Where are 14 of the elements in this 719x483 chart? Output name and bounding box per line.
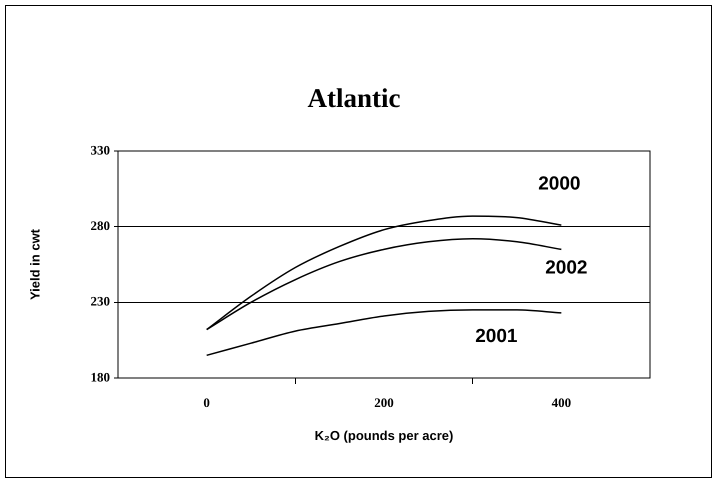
series-label: 2002	[545, 258, 588, 279]
series-label: 2001	[475, 326, 518, 348]
x-tick-label: 400	[552, 395, 572, 410]
x-tick-label: 200	[374, 395, 394, 410]
y-tick-label: 230	[90, 294, 110, 309]
chart-title: Atlantic	[308, 82, 401, 113]
y-axis-title: Yield in cwt	[27, 228, 42, 300]
line-series	[206, 309, 562, 356]
y-tick-label: 280	[90, 218, 110, 234]
x-tick-label: 0	[203, 395, 210, 410]
y-tick-label: 330	[90, 142, 110, 158]
x-axis-title: K₂O (pounds per acre)	[314, 428, 454, 443]
y-tick-label: 180	[90, 369, 110, 384]
series-label: 2000	[538, 173, 580, 194]
